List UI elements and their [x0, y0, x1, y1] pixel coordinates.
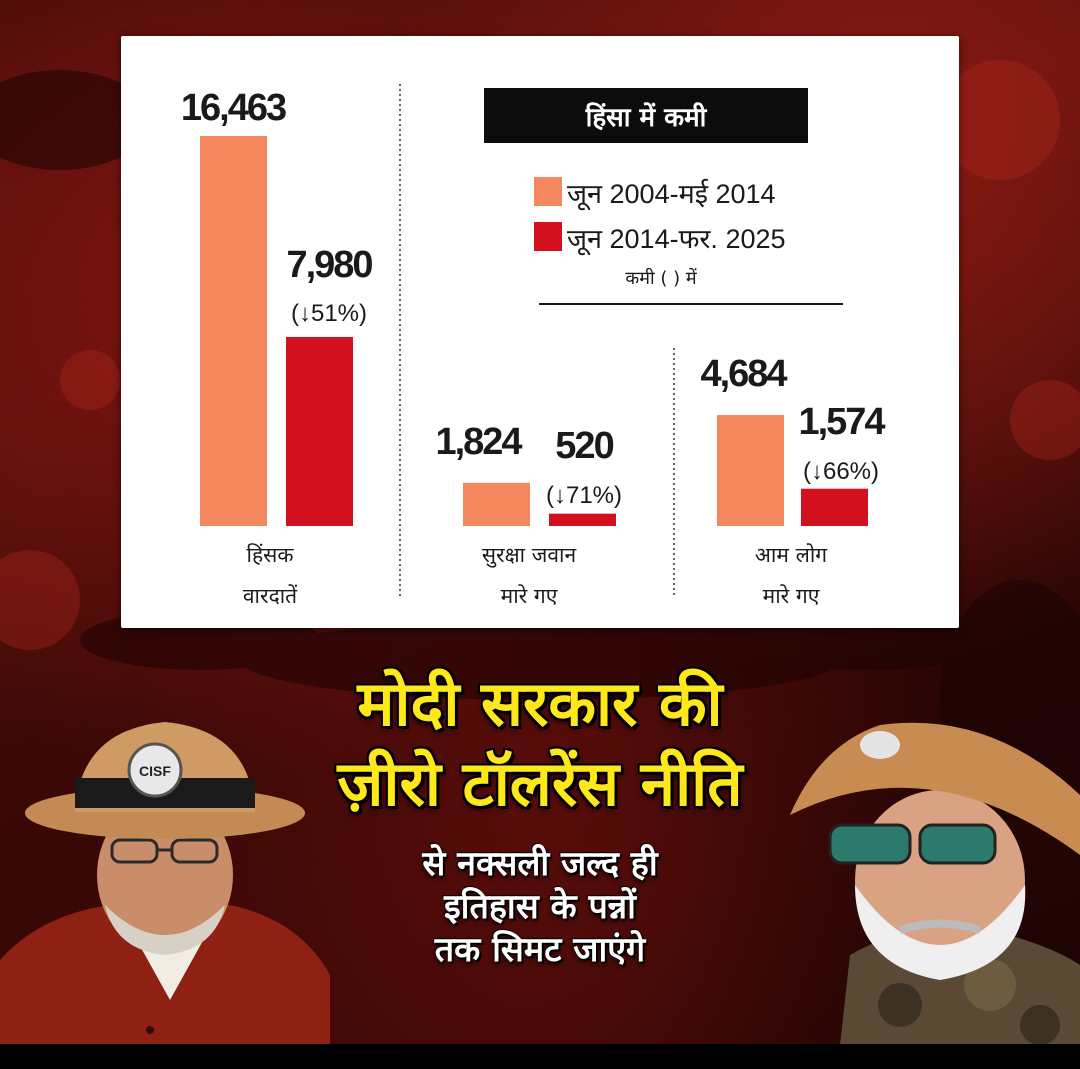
- bar-violence-2004-2014: [200, 136, 267, 526]
- chart-svg: 16,463 7,980 (↓51%) 1,824 520 (↓71%) 4,6…: [181, 84, 887, 608]
- left-person-illustration: CISF: [0, 722, 330, 1045]
- subtext-line-1: से नक्सली जल्द ही: [422, 844, 658, 884]
- bottom-bar: [0, 1044, 1080, 1069]
- right-person-illustration: [790, 722, 1080, 1045]
- category-label-civilians-2: मारे गए: [763, 584, 820, 608]
- category-label-civilians-1: आम लोग: [755, 543, 828, 567]
- value-label-civilians-2004-2014: 4,684: [700, 353, 787, 395]
- reduction-label-violence: (↓51%): [291, 300, 367, 327]
- headline-line-1: मोदी सरकार की: [357, 667, 723, 740]
- cisf-badge-text: CISF: [139, 763, 171, 779]
- legend-note: कमी ( ) में: [625, 267, 697, 289]
- category-label-security-2: मारे गए: [501, 584, 558, 608]
- legend-label-2004-2014: जून 2004-मई 2014: [567, 178, 776, 211]
- reduction-label-civilians: (↓66%): [803, 458, 879, 485]
- bar-civilians-2004-2014: [717, 415, 784, 526]
- value-label-civilians-2014-2025: 1,574: [798, 401, 885, 443]
- value-label-security-2014-2025: 520: [555, 425, 613, 467]
- chart-card: 16,463 7,980 (↓51%) 1,824 520 (↓71%) 4,6…: [121, 36, 959, 628]
- headline-line-2: ज़ीरो टॉलरेंस नीति: [337, 747, 743, 820]
- chart-title: हिंसा में कमी: [484, 88, 808, 143]
- subtext-line-3: तक सिमट जाएंगे: [434, 930, 646, 970]
- bar-violence-2014-2025: [286, 336, 353, 526]
- legend-swatch-2014-2025: [534, 222, 562, 251]
- bar-civilians-2014-2025: [801, 488, 868, 526]
- legend-label-2014-2025: जून 2014-फर. 2025: [567, 224, 786, 256]
- subtext-line-2: इतिहास के पन्नों: [443, 887, 636, 927]
- bar-security-2014-2025: [549, 513, 616, 526]
- value-label-violence-2014-2025: 7,980: [286, 244, 372, 286]
- reduction-label-security: (↓71%): [546, 482, 622, 509]
- category-label-security-1: सुरक्षा जवान: [482, 543, 577, 568]
- category-label-violence-1: हिंसक: [247, 543, 295, 567]
- value-label-violence-2004-2014: 16,463: [181, 87, 286, 129]
- bar-security-2004-2014: [463, 482, 530, 526]
- legend-swatch-2004-2014: [534, 177, 562, 206]
- category-label-violence-2: वारदातें: [243, 584, 298, 608]
- value-label-security-2004-2014: 1,824: [435, 421, 522, 463]
